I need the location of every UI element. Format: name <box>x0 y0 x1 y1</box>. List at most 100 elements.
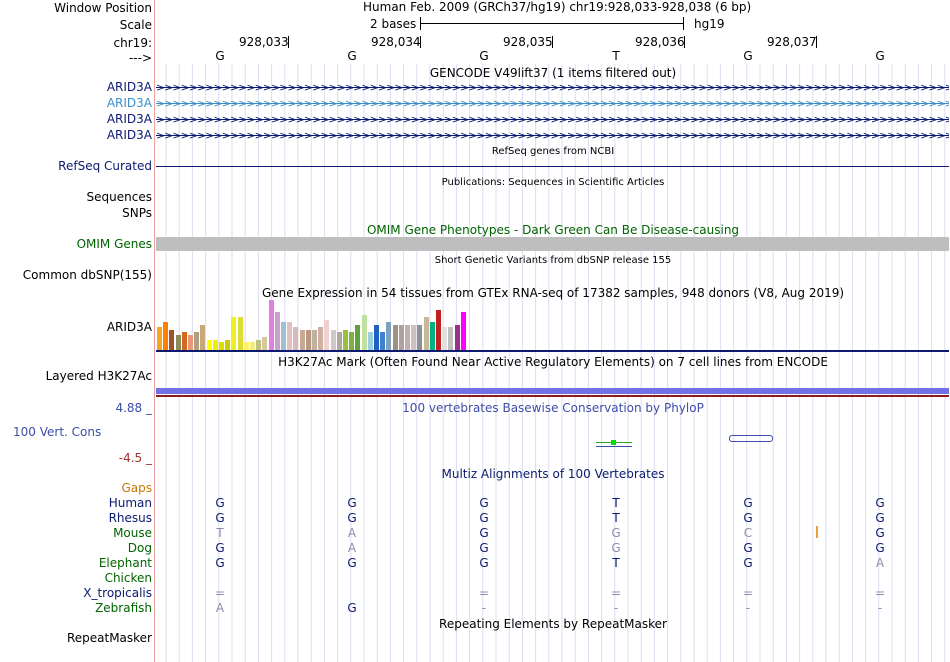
gtex-tissue-bar[interactable] <box>243 342 249 350</box>
gaps-label: Gaps <box>121 481 152 495</box>
gtex-tissue-bar[interactable] <box>175 335 181 350</box>
gtex-tissue-bar[interactable] <box>181 332 187 350</box>
phylop-green-mark[interactable] <box>596 440 632 448</box>
gtex-title: Gene Expression in 54 tissues from GTEx … <box>261 286 845 300</box>
aligned-base: T <box>216 526 224 540</box>
gtex-tissue-bar[interactable] <box>330 330 336 350</box>
aligned-base: G <box>479 496 489 510</box>
species-label[interactable]: Rhesus <box>108 511 152 525</box>
aligned-base: G <box>743 541 753 555</box>
gtex-bar-chart[interactable] <box>156 300 949 350</box>
gtex-tissue-bar[interactable] <box>163 322 169 350</box>
aligned-base: G <box>215 496 225 510</box>
gtex-tissue-bar[interactable] <box>293 327 299 350</box>
gtex-tissue-bar[interactable] <box>206 340 212 350</box>
snps-label[interactable]: SNPs <box>122 206 152 220</box>
coord-label: 928,035 <box>503 35 553 49</box>
phylop-blue-mark[interactable] <box>729 435 773 442</box>
gtex-tissue-bar[interactable] <box>355 325 361 350</box>
gtex-tissue-bar[interactable] <box>336 332 342 350</box>
dbsnp-label[interactable]: Common dbSNP(155) <box>22 268 152 282</box>
refseq-label[interactable]: RefSeq Curated <box>58 159 152 173</box>
gtex-tissue-bar[interactable] <box>411 325 417 350</box>
species-label[interactable]: X_tropicalis <box>83 586 152 600</box>
sequences-label[interactable]: Sequences <box>86 190 152 204</box>
gencode-gene-label[interactable]: ARID3A <box>106 80 152 94</box>
gtex-tissue-bar[interactable] <box>405 325 410 350</box>
chrom-label: chr19: <box>113 36 152 50</box>
h3k27ac-label[interactable]: Layered H3K27Ac <box>45 369 152 383</box>
gtex-tissue-bar[interactable] <box>281 322 286 350</box>
aligned-base: = <box>742 586 754 600</box>
gtex-tissue-bar[interactable] <box>343 330 348 350</box>
gencode-transcript[interactable]: >>>>>>>>>>>>>>>>>>>>>>>>>>>>>>>>>>>>>>>>… <box>156 129 949 142</box>
refseq-gene-line[interactable] <box>156 166 949 167</box>
gtex-tissue-bar[interactable] <box>367 332 373 350</box>
gtex-tissue-bar[interactable] <box>237 317 243 350</box>
gencode-gene-label[interactable]: ARID3A <box>106 128 152 142</box>
gtex-tissue-bar[interactable] <box>417 325 423 350</box>
gtex-tissue-bar[interactable] <box>225 340 231 350</box>
species-label[interactable]: Zebrafish <box>95 601 152 615</box>
omim-feature[interactable] <box>156 237 949 251</box>
omim-label[interactable]: OMIM Genes <box>76 237 152 251</box>
gencode-transcript[interactable]: >>>>>>>>>>>>>>>>>>>>>>>>>>>>>>>>>>>>>>>>… <box>156 81 949 94</box>
gtex-tissue-bar[interactable] <box>454 325 460 350</box>
h3k27ac-signal[interactable] <box>156 388 949 394</box>
gtex-tissue-bar[interactable] <box>374 325 379 350</box>
gtex-tissue-bar[interactable] <box>262 337 268 350</box>
gtex-tissue-bar[interactable] <box>448 327 454 350</box>
species-label[interactable]: Dog <box>127 541 152 555</box>
gtex-tissue-bar[interactable] <box>318 327 324 350</box>
gtex-tissue-bar[interactable] <box>268 300 274 350</box>
dbsnp-title: Short Genetic Variants from dbSNP releas… <box>434 255 672 266</box>
reference-base: G <box>875 49 885 63</box>
gencode-gene-label[interactable]: ARID3A <box>106 112 152 126</box>
phylop-label[interactable]: 100 Vert. Cons <box>13 425 102 439</box>
gtex-label[interactable]: ARID3A <box>106 320 152 334</box>
aligned-base: G <box>215 556 225 570</box>
gtex-tissue-bar[interactable] <box>250 342 255 350</box>
gtex-tissue-bar[interactable] <box>305 330 311 350</box>
gtex-tissue-bar[interactable] <box>361 315 367 350</box>
gtex-tissue-bar[interactable] <box>324 320 330 350</box>
repeatmasker-label[interactable]: RepeatMasker <box>66 631 152 645</box>
aligned-base: G <box>479 556 489 570</box>
gtex-tissue-bar[interactable] <box>436 310 441 350</box>
gtex-tissue-bar[interactable] <box>442 327 448 350</box>
gtex-tissue-bar[interactable] <box>398 325 404 350</box>
gtex-tissue-bar[interactable] <box>380 332 386 350</box>
gtex-tissue-bar[interactable] <box>188 335 193 350</box>
gtex-tissue-bar[interactable] <box>274 312 280 350</box>
gtex-tissue-bar[interactable] <box>219 342 224 350</box>
gtex-tissue-bar[interactable] <box>287 322 293 350</box>
gencode-transcript[interactable]: >>>>>>>>>>>>>>>>>>>>>>>>>>>>>>>>>>>>>>>>… <box>156 97 949 110</box>
gtex-tissue-bar[interactable] <box>212 340 218 350</box>
gtex-tissue-bar[interactable] <box>231 317 237 350</box>
gtex-tissue-bar[interactable] <box>349 332 355 350</box>
gtex-tissue-bar[interactable] <box>392 325 398 350</box>
species-label[interactable]: Elephant <box>98 556 152 570</box>
repeatmasker-title: Repeating Elements by RepeatMasker <box>439 617 667 631</box>
gtex-tissue-bar[interactable] <box>169 330 175 350</box>
gtex-tissue-bar[interactable] <box>256 340 262 350</box>
gencode-gene-label[interactable]: ARID3A <box>106 96 152 110</box>
gtex-tissue-bar[interactable] <box>386 322 392 350</box>
gtex-tissue-bar[interactable] <box>423 317 429 350</box>
aligned-base: - <box>877 601 883 615</box>
species-label[interactable]: Chicken <box>104 571 152 585</box>
aligned-base: G <box>347 496 357 510</box>
gtex-tissue-bar[interactable] <box>194 332 200 350</box>
gtex-tissue-bar[interactable] <box>299 330 305 350</box>
species-label[interactable]: Human <box>108 496 152 510</box>
gtex-tissue-bar[interactable] <box>312 330 317 350</box>
coord-tick <box>816 36 817 48</box>
aligned-base: G <box>743 511 753 525</box>
gtex-tissue-bar[interactable] <box>157 327 162 350</box>
aligned-base: G <box>743 496 753 510</box>
gtex-tissue-bar[interactable] <box>460 312 466 350</box>
gtex-tissue-bar[interactable] <box>200 325 206 350</box>
gtex-tissue-bar[interactable] <box>429 322 435 350</box>
species-label[interactable]: Mouse <box>113 526 152 540</box>
gencode-transcript[interactable]: >>>>>>>>>>>>>>>>>>>>>>>>>>>>>>>>>>>>>>>>… <box>156 113 949 126</box>
